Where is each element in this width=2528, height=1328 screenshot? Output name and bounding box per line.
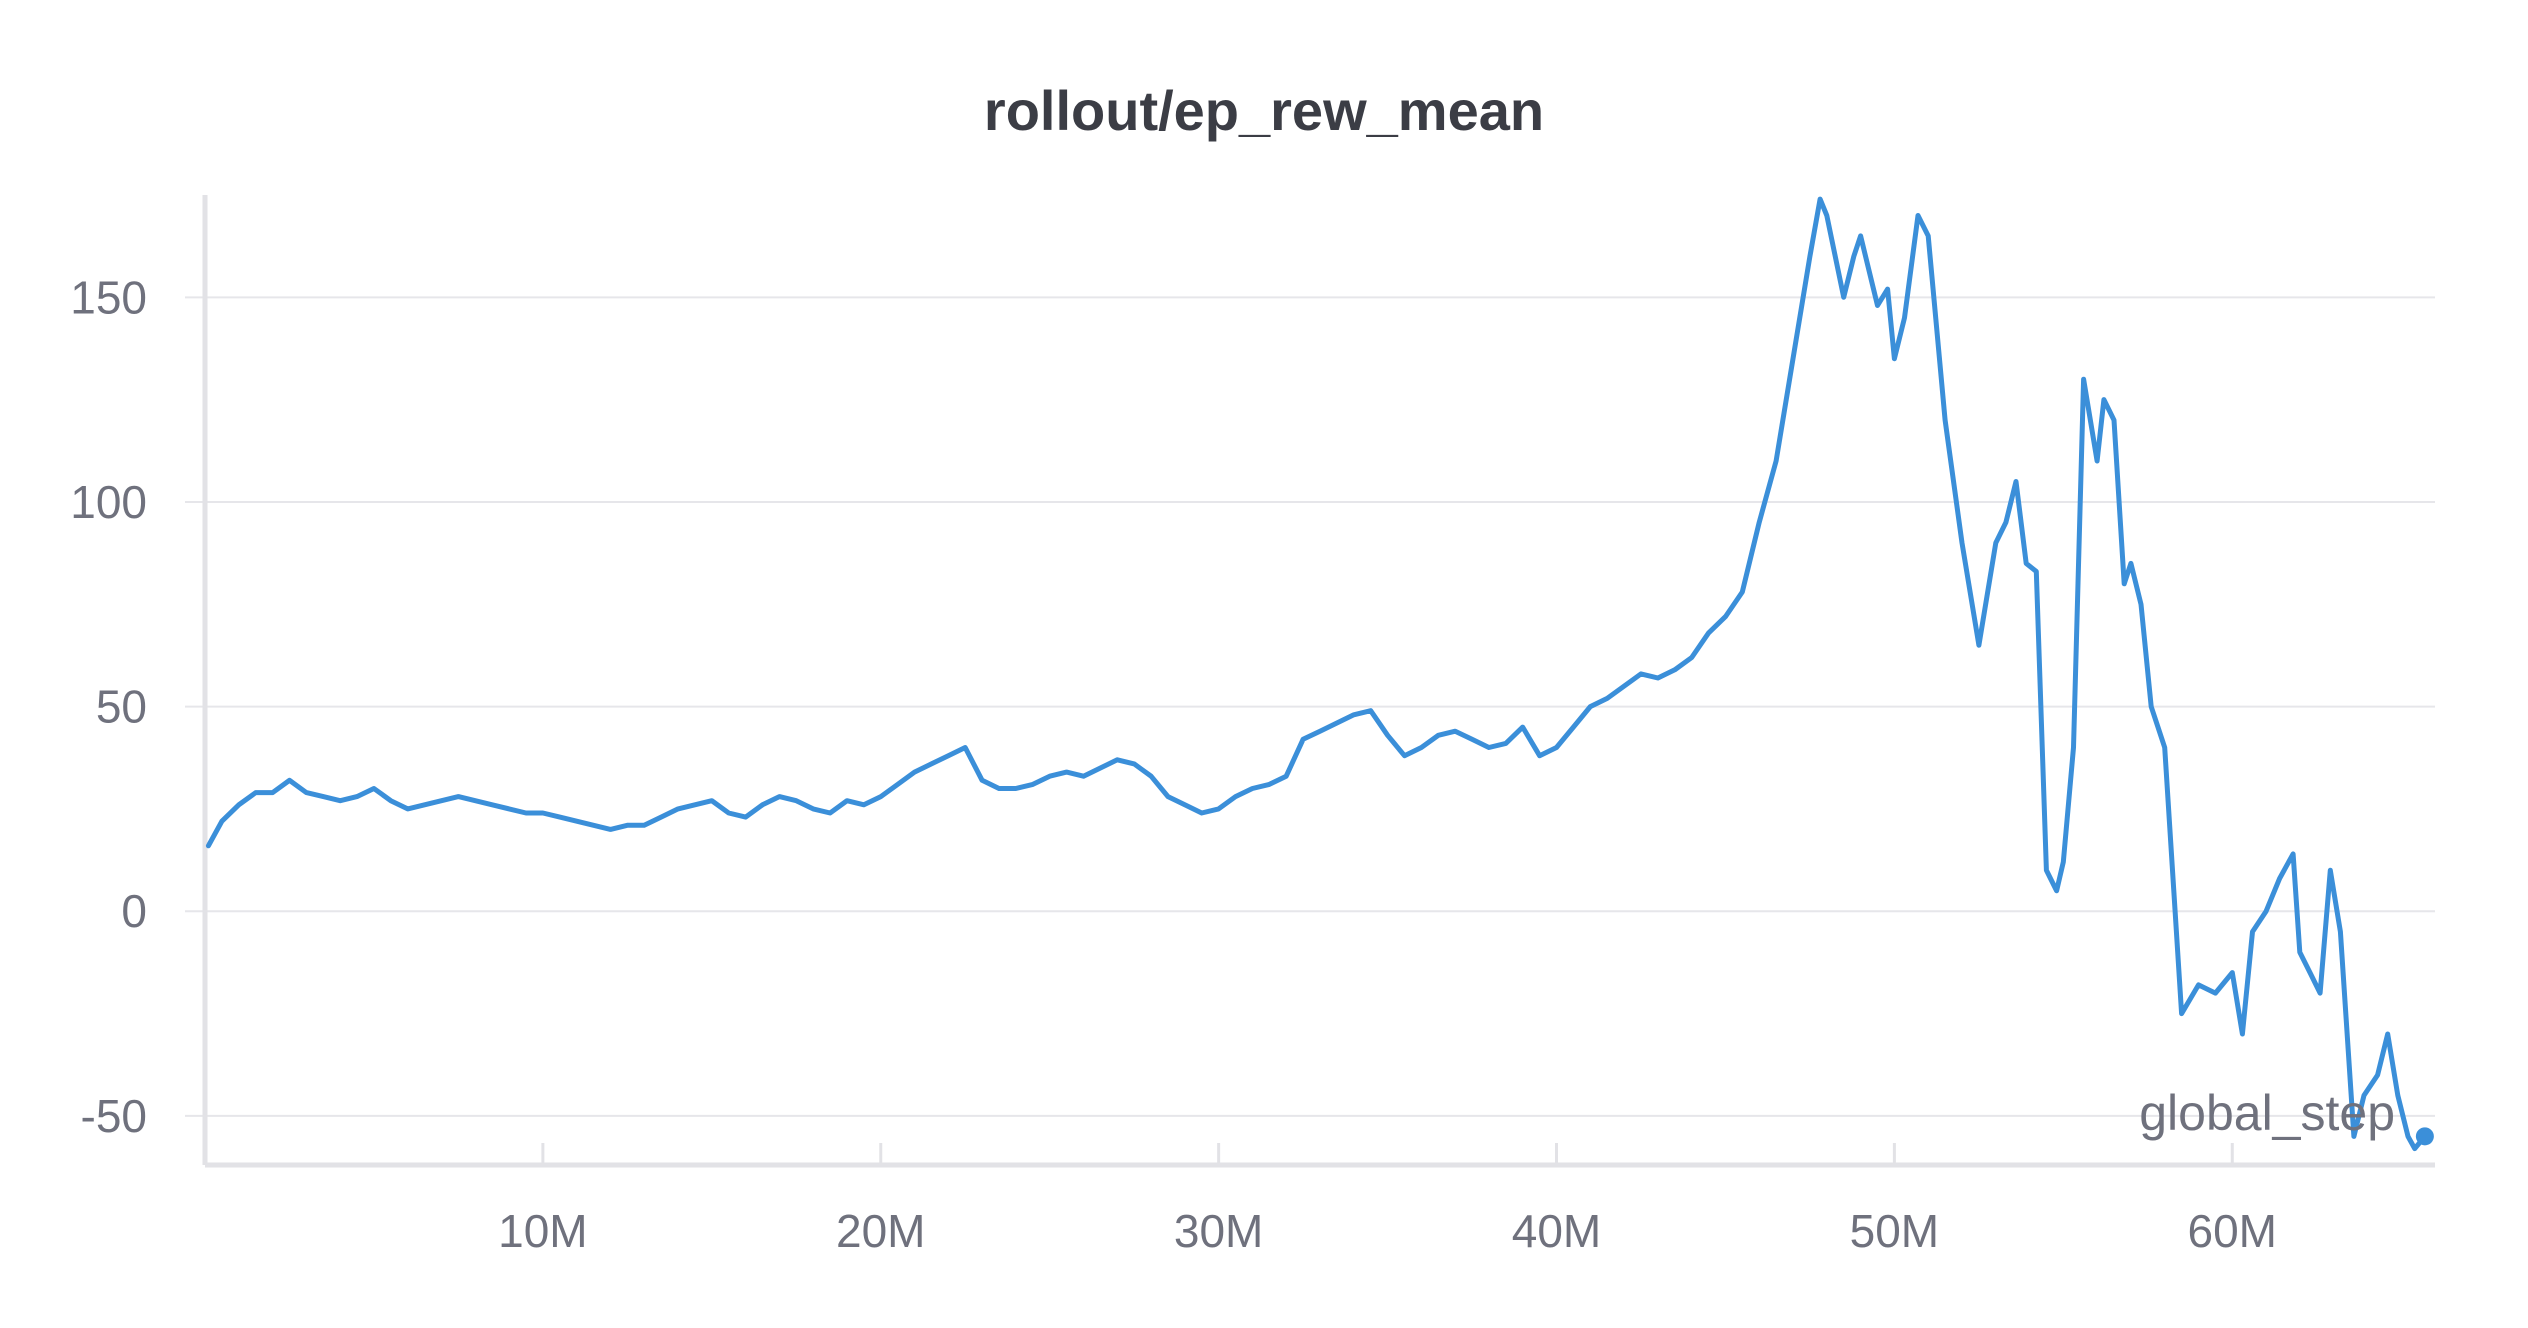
x-tick-label: 30M [1174, 1205, 1263, 1257]
series-end-point [2415, 1127, 2434, 1146]
x-tick-label: 10M [498, 1205, 587, 1257]
series-line [205, 196, 2428, 1152]
y-tick-label: 50 [96, 681, 147, 733]
x-tick-label: 50M [1850, 1205, 1939, 1257]
y-tick-label: 150 [70, 271, 147, 323]
x-axis-label: global_step [2139, 1085, 2395, 1141]
y-tick-label: -50 [81, 1090, 147, 1142]
y-tick-label: 0 [121, 885, 147, 937]
x-tick-label: 40M [1512, 1205, 1601, 1257]
x-tick-label: 20M [836, 1205, 925, 1257]
chart-title: rollout/ep_rew_mean [983, 79, 1545, 142]
y-tick-label: 100 [70, 476, 147, 528]
x-tick-label: 60M [2188, 1205, 2277, 1257]
